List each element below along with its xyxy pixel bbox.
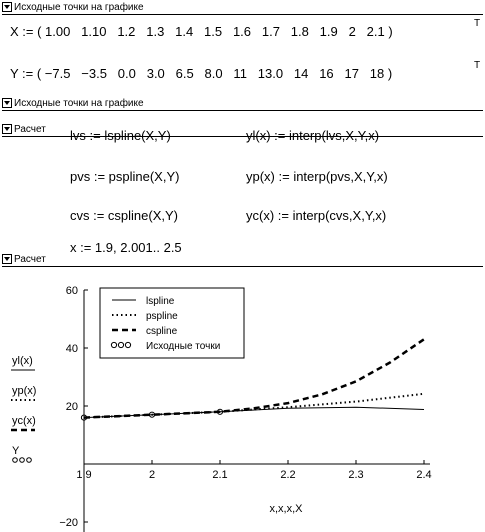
x-tick-label: 2.2: [280, 469, 295, 481]
legend-marker-icon: [110, 341, 118, 349]
y-label-item: yc(x): [12, 415, 36, 427]
legend-marker-icon: [124, 341, 132, 349]
region-divider: [2, 136, 483, 137]
y-label-marker-icon: [26, 457, 32, 463]
x-tick-label: 2.4: [416, 469, 431, 481]
y-label-item: Y: [12, 445, 20, 457]
collapse-arrow-icon[interactable]: [2, 124, 12, 134]
y-axis-label-group: yl(x) yp(x) yc(x) Y: [11, 355, 36, 463]
region-divider: [2, 110, 483, 111]
region-title: Исходные точки на графике: [14, 97, 144, 109]
y-label-item: yp(x): [12, 385, 36, 397]
region-divider: [2, 14, 483, 15]
legend-label: lspline: [146, 296, 175, 307]
region-title: Расчет: [14, 123, 46, 135]
series-line-lspline: [83, 406, 425, 419]
spline-chart[interactable]: yl(x) yp(x) yc(x) Y 60 40 20 −20 1.9 2 2.1 2.2 2.3 2…: [0, 270, 485, 532]
pvs-definition[interactable]: pvs := pspline(X,Y): [70, 169, 180, 184]
yc-definition[interactable]: yc(x) := interp(cvs,X,Y,x): [246, 208, 387, 223]
region-header-1[interactable]: Исходные точки на графике: [2, 0, 144, 14]
y-transpose-sup: T: [474, 60, 481, 71]
region-footer-2[interactable]: Расчет: [2, 252, 46, 266]
y-label-item: yl(x): [12, 355, 33, 367]
collapse-arrow-icon[interactable]: [2, 98, 12, 108]
y-tick-label: 60: [66, 285, 78, 297]
region-divider: [2, 266, 483, 267]
y-tick-label: 40: [66, 343, 78, 355]
data-point-marker: [148, 411, 156, 418]
region-header-2[interactable]: Расчет: [2, 122, 46, 136]
chart-axes: 60 40 20 −20 1.9 2 2.1 2.2 2.3 2.4: [59, 285, 432, 532]
legend-marker-icon: [117, 341, 125, 349]
cvs-definition[interactable]: cvs := cspline(X,Y): [70, 208, 179, 223]
y-label-marker-icon: [19, 457, 25, 463]
y-definition[interactable]: Y := ( −7.5 −3.5 0.0 3.0 6.5 8.0 11 13.0…: [10, 66, 393, 81]
region-title: Расчет: [14, 253, 46, 265]
series-line-pspline: [83, 392, 425, 419]
legend-label: pspline: [146, 311, 178, 322]
yl-definition[interactable]: yl(x) := interp(lvs,X,Y,x): [246, 128, 380, 143]
x-transpose-sup: T: [474, 18, 481, 29]
x-definition[interactable]: X := ( 1.00 1.10 1.2 1.3 1.4 1.5 1.6 1.7…: [10, 24, 393, 39]
y-tick-label: −20: [59, 517, 78, 529]
x-tick-label: 2.3: [348, 469, 363, 481]
y-label-marker-icon: [12, 457, 18, 463]
data-point-marker: [80, 414, 88, 421]
legend-label: cspline: [146, 326, 178, 337]
collapse-arrow-icon[interactable]: [2, 2, 12, 12]
legend-label: Исходные точки: [146, 341, 220, 352]
series-layer: [80, 338, 425, 421]
lvs-definition[interactable]: lvs := lspline(X,Y): [70, 128, 171, 143]
x-tick-label: 2: [149, 469, 155, 481]
region-title: Исходные точки на графике: [14, 1, 144, 13]
collapse-arrow-icon[interactable]: [2, 254, 12, 264]
y-tick-label: 20: [66, 401, 78, 413]
x-tick-label: 2.1: [212, 469, 227, 481]
data-point-marker: [216, 408, 224, 415]
x-range-definition[interactable]: x := 1.9, 2.001.. 2.5: [70, 240, 182, 255]
series-line-cspline: [83, 338, 425, 419]
region-footer-1[interactable]: Исходные точки на графике: [2, 96, 144, 110]
x-axis-label: x,x,x,X: [269, 503, 303, 515]
yp-definition[interactable]: yp(x) := interp(pvs,X,Y,x): [246, 169, 388, 184]
chart-legend: lspline pspline cspline Исходные точки: [99, 287, 245, 359]
x-tick-label: 1.9: [76, 469, 91, 481]
